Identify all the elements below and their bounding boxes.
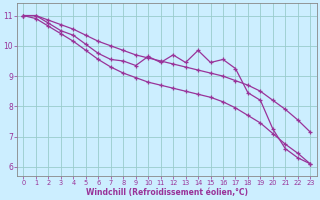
X-axis label: Windchill (Refroidissement éolien,°C): Windchill (Refroidissement éolien,°C) [86,188,248,197]
